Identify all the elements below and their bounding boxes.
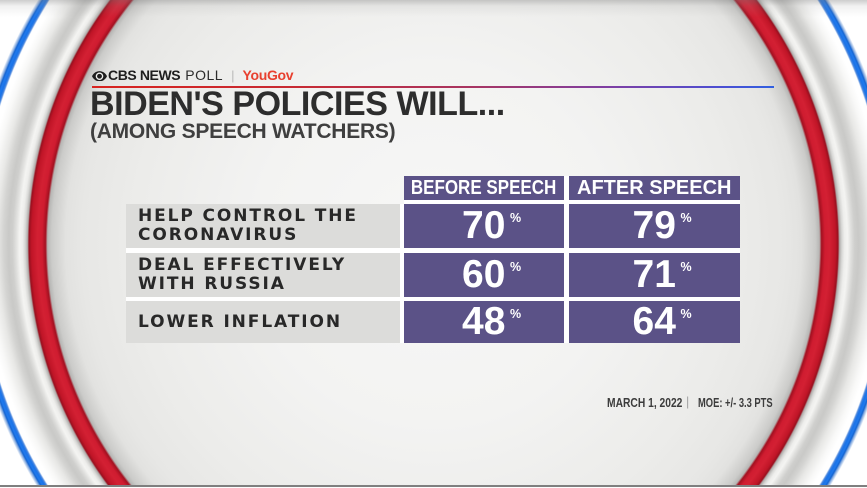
column-header-before-speech: BEFORE SPEECH [404,176,564,200]
row-label: DEAL EFFECTIVELY WITH RUSSIA [126,252,400,297]
row-label-line: DEAL EFFECTIVELY [138,255,347,275]
table-gap [126,296,740,301]
percent-sign: % [509,260,522,274]
value-cell: 70% [404,203,564,248]
gradient-rule [92,85,774,88]
value-group: 71% [632,253,692,296]
column-header-after-speech: AFTER SPEECH [568,176,740,200]
percent-sign: % [509,307,522,322]
poll-table: BEFORE SPEECH AFTER SPEECH HELP CONTROL … [126,176,740,343]
column-header-label: AFTER SPEECH [577,176,732,199]
percent-sign: % [680,211,692,226]
row-label-line: LOWER INFLATION [138,311,342,332]
poll-date: MARCH 1, 2022 [606,394,682,410]
table-gap [126,248,740,253]
bottom-frame-line [0,485,867,487]
percent-sign: % [680,307,692,322]
value-cell: 71% [568,252,740,297]
row-label-line: CORONAVIRUS [138,224,299,245]
brand-divider: | [231,68,235,83]
source-line: MARCH 1, 2022 | MOE: +/- 3.3 PTS [0,394,867,410]
table-gap [563,176,569,343]
poll-wordmark: POLL [185,67,224,83]
value-cell: 60% [404,252,564,297]
percent-sign: % [680,260,692,274]
value-number: 79 [632,204,676,248]
percent-sign: % [509,211,522,226]
page-subtitle: (AMONG SPEECH WATCHERS) [90,120,396,143]
brand-bar: CBS NEWS POLL | YouGov [92,67,294,83]
yougov-wordmark: YouGov [242,67,294,83]
cbs-news-wordmark: CBS NEWS [108,67,181,83]
value-cell: 48% [404,301,564,343]
row-label: LOWER INFLATION [126,301,400,343]
value-group: 64% [632,300,692,344]
value-number: 48 [462,300,506,344]
value-group: 79% [632,204,692,248]
value-group: 48% [462,300,521,344]
row-label: HELP CONTROL THE CORONAVIRUS [126,203,400,248]
row-label-line: HELP CONTROL THE [138,206,358,227]
cbs-eye-icon [92,70,107,81]
page-title: BIDEN'S POLICIES WILL... [90,85,505,123]
value-number: 60 [462,253,506,296]
margin-of-error: MOE: +/- 3.3 PTS [698,394,773,410]
table-gap [404,200,740,204]
footer-divider: | [686,394,690,409]
value-number: 71 [632,253,676,296]
column-header-label: BEFORE SPEECH [411,176,557,199]
table-gap [399,203,404,343]
value-number: 70 [462,204,506,248]
value-group: 60% [462,253,521,296]
row-label-line: WITH RUSSIA [138,273,286,294]
value-number: 64 [632,300,676,344]
value-group: 70% [462,204,521,248]
value-cell: 64% [568,300,740,344]
value-cell: 79% [568,203,740,248]
